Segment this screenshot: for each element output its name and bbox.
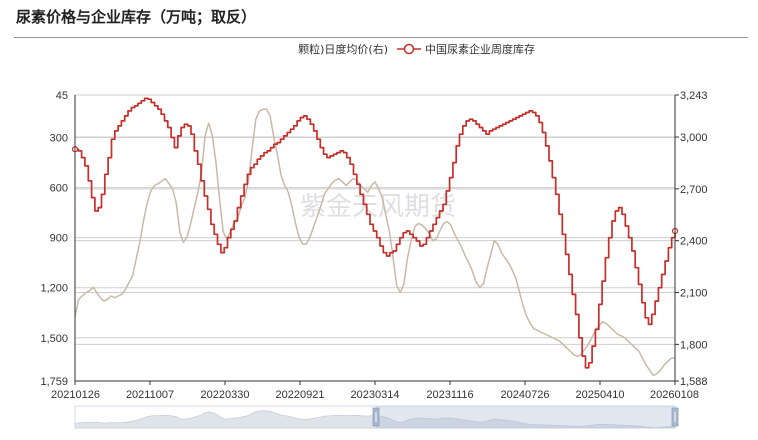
legend-label-price: 颗粒)日度均价(右) bbox=[298, 42, 388, 56]
right-tick-label: 2,700 bbox=[680, 184, 708, 196]
legend: 颗粒)日度均价(右) 中国尿素企业周度库存 bbox=[298, 42, 535, 56]
slider-selected-range[interactable] bbox=[376, 406, 675, 428]
legend-item-price[interactable]: 颗粒)日度均价(右) bbox=[298, 42, 388, 56]
left-tick-label: 45 bbox=[56, 90, 68, 102]
legend-item-inventory[interactable]: 中国尿素企业周度库存 bbox=[397, 42, 535, 56]
slider-right-handle[interactable] bbox=[671, 407, 679, 427]
left-tick-label: 900 bbox=[50, 233, 68, 245]
chart-title: 尿素价格与企业库存（万吨；取反） bbox=[16, 8, 257, 26]
x-tick-label: 20231116 bbox=[426, 389, 473, 401]
axis-layer: 45 300 600 900 1,200 1,500 1,759 3,243 3,000 2,70… bbox=[40, 90, 707, 401]
x-tick-label: 20230314 bbox=[351, 389, 400, 401]
right-tick-label: 3,243 bbox=[680, 90, 708, 102]
x-tick-label: 20240726 bbox=[501, 389, 550, 401]
right-tick-label: 3,000 bbox=[680, 132, 708, 144]
watermark: 紫金天风期货 bbox=[300, 192, 456, 222]
right-tick-label: 1,588 bbox=[680, 376, 708, 388]
slider-left-handle[interactable] bbox=[372, 407, 380, 427]
left-tick-label: 1,500 bbox=[40, 333, 68, 345]
series-layer bbox=[71, 97, 679, 377]
title-divider bbox=[14, 37, 748, 38]
series-line-price bbox=[74, 108, 675, 377]
right-tick-label: 2,100 bbox=[680, 288, 708, 300]
x-tick-label: 20211007 bbox=[126, 389, 174, 401]
left-tick-label: 300 bbox=[50, 133, 68, 145]
series-line-inventory bbox=[75, 97, 676, 369]
x-tick-label: 20220921 bbox=[276, 389, 325, 401]
left-tick-label: 600 bbox=[50, 183, 68, 195]
x-tick-label: 20220330 bbox=[201, 389, 250, 401]
data-zoom-slider[interactable] bbox=[74, 405, 679, 429]
x-tick-label: 20210126 bbox=[51, 389, 100, 401]
left-tick-label: 1,200 bbox=[40, 283, 68, 295]
x-tick-label: 20250410 bbox=[576, 389, 625, 401]
grid-layer bbox=[75, 94, 675, 382]
right-tick-label: 2,400 bbox=[680, 236, 708, 248]
left-tick-label: 1,759 bbox=[40, 376, 68, 388]
legend-swatch-marker bbox=[403, 43, 415, 55]
x-tick-label: 20260108 bbox=[650, 389, 699, 401]
legend-label-inventory: 中国尿素企业周度库存 bbox=[425, 42, 535, 56]
right-tick-label: 1,800 bbox=[680, 339, 708, 351]
